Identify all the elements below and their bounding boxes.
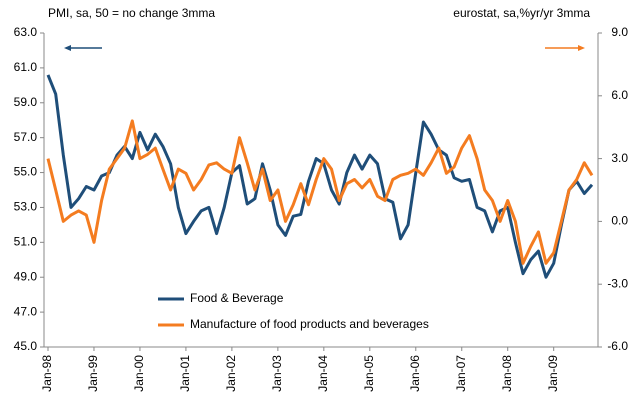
x-tick-label: Jan-00 — [132, 355, 146, 392]
right-axis-note: eurostat, sa,%yr/yr 3mma — [453, 6, 590, 20]
y2-tick-label: -3.0 — [607, 276, 628, 290]
x-tick-label: Jan-07 — [454, 355, 468, 392]
y-tick-label: 51.0 — [14, 235, 38, 249]
legend-label: Food & Beverage — [190, 291, 284, 305]
x-tick-label: Jan-01 — [178, 355, 192, 392]
right-arrow — [545, 45, 585, 51]
x-tick-label: Jan-02 — [224, 355, 238, 392]
left-axis-note: PMI, sa, 50 = no change 3mma — [48, 6, 215, 20]
y-tick-label: 57.0 — [14, 130, 38, 144]
series-line — [46, 119, 594, 265]
y-tick-label: 45.0 — [14, 339, 38, 353]
y-tick-label: 63.0 — [14, 25, 38, 39]
y-tick-label: 55.0 — [14, 165, 38, 179]
legend-label: Manufacture of food products and beverag… — [190, 317, 429, 331]
x-tick-label: Jan-08 — [500, 355, 514, 392]
x-tick-label: Jan-04 — [316, 355, 330, 392]
y-tick-label: 47.0 — [14, 304, 38, 318]
left-arrow — [64, 45, 102, 51]
x-tick-label: Jan-05 — [362, 355, 376, 392]
y2-tick-label: -6.0 — [607, 339, 628, 353]
series-line — [46, 74, 594, 279]
y2-tick-label: 3.0 — [611, 151, 628, 165]
x-tick-label: Jan-98 — [40, 355, 54, 392]
y-tick-label: 53.0 — [14, 200, 38, 214]
y-tick-label: 59.0 — [14, 95, 38, 109]
y2-tick-label: 6.0 — [611, 88, 628, 102]
x-tick-label: Jan-09 — [546, 355, 560, 392]
y2-tick-label: 0.0 — [611, 214, 628, 228]
y2-tick-label: 9.0 — [611, 25, 628, 39]
x-tick-label: Jan-06 — [408, 355, 422, 392]
y-tick-label: 61.0 — [14, 60, 38, 74]
y-tick-label: 49.0 — [14, 269, 38, 283]
x-tick-label: Jan-99 — [86, 355, 100, 392]
x-tick-label: Jan-03 — [270, 355, 284, 392]
